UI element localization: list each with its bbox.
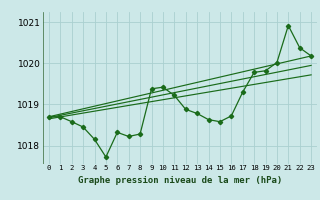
X-axis label: Graphe pression niveau de la mer (hPa): Graphe pression niveau de la mer (hPa) — [78, 176, 282, 185]
